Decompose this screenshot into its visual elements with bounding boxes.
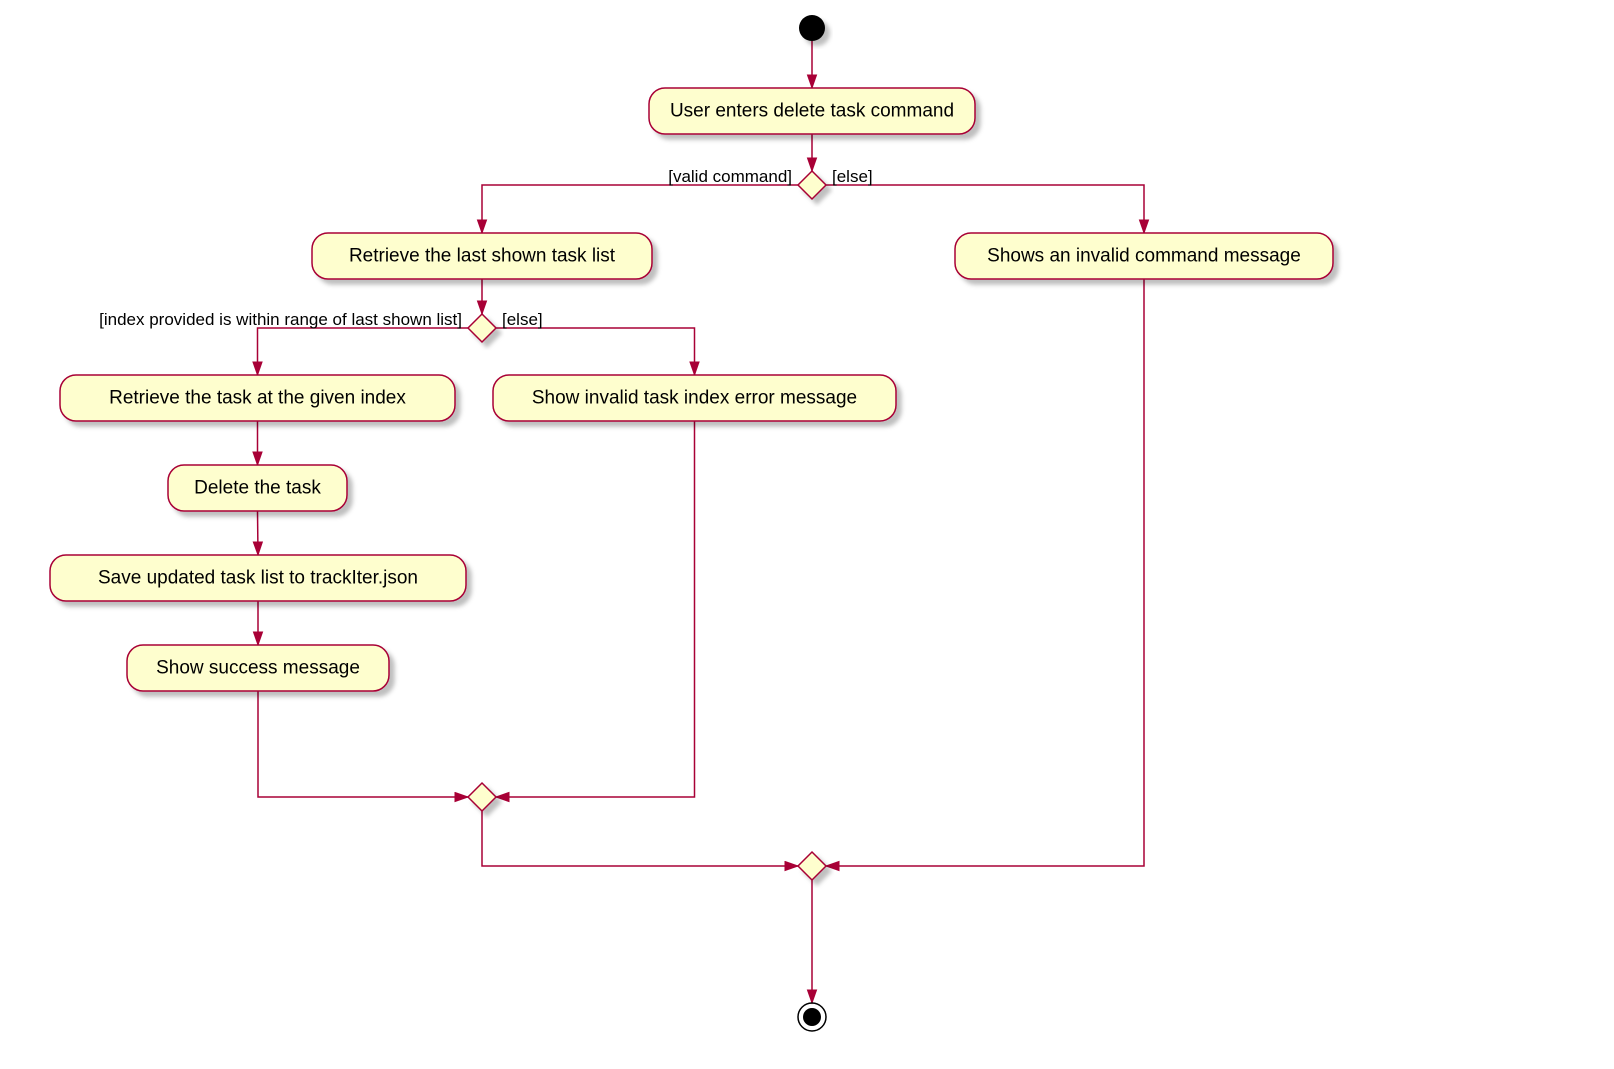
activity-node: Shows an invalid command message xyxy=(955,233,1333,279)
activity-node: Retrieve the task at the given index xyxy=(60,375,455,421)
activity-label: User enters delete task command xyxy=(670,101,954,122)
guard-label: [else] xyxy=(832,167,873,186)
activity-label: Retrieve the last shown task list xyxy=(349,246,616,267)
activity-node: Show invalid task index error message xyxy=(493,375,896,421)
guard-label: [else] xyxy=(502,310,543,329)
activity-node: Show success message xyxy=(127,645,389,691)
activity-label: Retrieve the task at the given index xyxy=(109,388,406,409)
activity-label: Save updated task list to trackIter.json xyxy=(98,568,418,589)
activity-label: Show success message xyxy=(156,658,360,679)
activity-node: Retrieve the last shown task list xyxy=(312,233,652,279)
activity-node: Delete the task xyxy=(168,465,347,511)
activity-diagram: User enters delete task command Retrieve … xyxy=(0,0,1614,1069)
activity-label: Shows an invalid command message xyxy=(987,246,1301,267)
activity-node: User enters delete task command xyxy=(649,88,975,134)
activity-node: Save updated task list to trackIter.json xyxy=(50,555,466,601)
start-node xyxy=(799,15,825,41)
guard-label: [index provided is within range of last … xyxy=(99,310,462,329)
activity-label: Delete the task xyxy=(194,478,321,499)
activity-label: Show invalid task index error message xyxy=(532,388,857,409)
guard-label: [valid command] xyxy=(668,167,792,186)
end-node xyxy=(803,1008,821,1026)
